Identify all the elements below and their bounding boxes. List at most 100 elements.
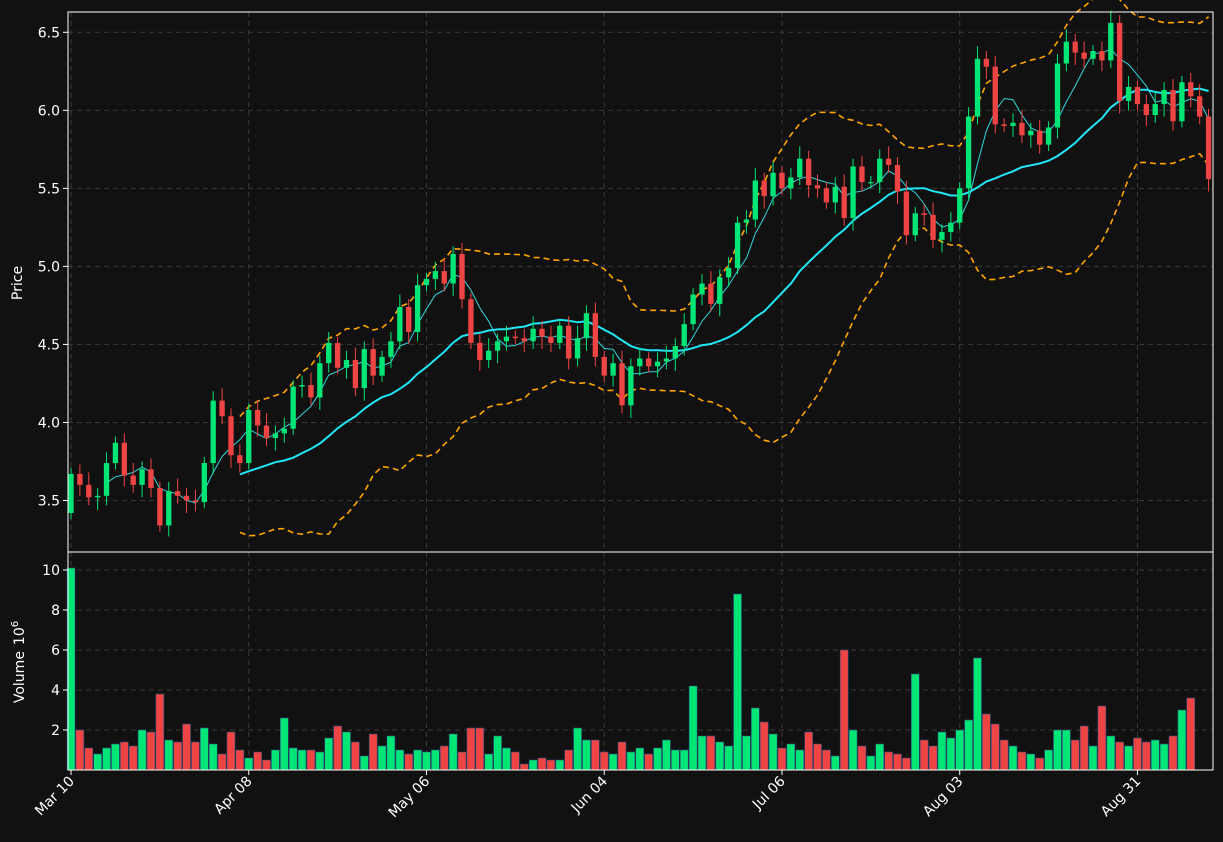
candle-body (948, 222, 954, 233)
candle-body (432, 271, 439, 279)
volume-bar (351, 741, 360, 771)
volume-bar (84, 747, 94, 771)
candle-body (246, 409, 252, 464)
candle-body (850, 166, 856, 219)
candle-body (272, 433, 279, 439)
candle-body (219, 400, 225, 417)
candle-body (121, 442, 127, 476)
candle-body (112, 442, 119, 464)
volume-bar (813, 743, 822, 771)
candle-body (201, 463, 207, 503)
volume-bar (955, 729, 965, 771)
volume-bar (404, 753, 414, 771)
candles (68, 10, 1212, 537)
volume-bar (724, 745, 733, 771)
volume-bar (226, 731, 236, 771)
volume-bar (706, 735, 716, 771)
candle-body (379, 356, 385, 376)
volume-bar (839, 649, 849, 771)
volume-bar (386, 735, 396, 771)
candle-body (343, 360, 350, 368)
volume-bar (786, 743, 796, 771)
candle-body (832, 186, 838, 203)
candle-body (1161, 90, 1167, 105)
volume-bar (937, 731, 947, 771)
candle-body (352, 360, 359, 389)
volume-bars (66, 567, 1196, 771)
price-tick-label: 4.0 (38, 415, 60, 431)
volume-bar (777, 747, 787, 771)
volume-bar (102, 747, 111, 771)
volume-bar (866, 755, 876, 771)
volume-bar (982, 713, 991, 771)
candle-body (406, 306, 412, 332)
candle-body (77, 473, 83, 485)
volume-bar (1115, 741, 1124, 771)
volume-bar (1017, 751, 1027, 771)
candle-body (859, 166, 865, 183)
candle-body (1072, 41, 1078, 53)
volume-bar (191, 741, 200, 771)
volume-bar (155, 693, 165, 771)
volume-bar (342, 731, 351, 771)
volume-bar (288, 747, 298, 771)
volume-bar (857, 745, 867, 771)
upper-band-line (239, 0, 1210, 418)
volume-bar (768, 733, 778, 771)
volume-bar (875, 743, 885, 771)
candle-body (788, 177, 794, 189)
volume-bar (599, 751, 609, 771)
price-tick-label: 6.0 (38, 103, 60, 119)
candle-body (1179, 82, 1185, 122)
candle-body (539, 328, 545, 337)
volume-bar (1168, 735, 1178, 771)
volume-bar (377, 745, 387, 771)
volume-bar (297, 749, 307, 771)
candle-body (823, 188, 830, 203)
volume-bar (919, 739, 929, 771)
volume-bar (848, 729, 858, 771)
candle-body (254, 409, 261, 426)
price-tick-label: 5.5 (38, 181, 60, 197)
candle-body (308, 385, 314, 398)
volume-bar (1124, 745, 1133, 771)
candle-body (672, 345, 678, 359)
volume-bar (608, 753, 618, 771)
volume-bar (715, 741, 725, 771)
candle-body (1054, 63, 1061, 128)
candle-body (1143, 104, 1150, 116)
volume-bar (1133, 737, 1142, 771)
volume-bar (1097, 705, 1107, 771)
candle-body (1019, 122, 1025, 136)
slow-ma-line (239, 87, 1209, 476)
candle-body (1197, 96, 1203, 117)
volume-bar (519, 763, 529, 771)
volume-bar (644, 753, 653, 771)
candle-body (459, 253, 465, 300)
candle-body (521, 338, 527, 342)
price-y-ticks: 3.5 4.0 4.5 5.0 5.5 6.0 6.5 (38, 25, 68, 509)
volume-bar (626, 751, 636, 771)
volume-bar (697, 735, 707, 771)
candle-body (645, 358, 652, 367)
price-tick-label: 3.5 (38, 493, 60, 509)
volume-bar (946, 737, 956, 771)
candle-body (708, 283, 714, 304)
candle-body (583, 313, 590, 339)
volume-bar (635, 747, 645, 771)
volume-bar (1008, 745, 1018, 771)
candle-body (1108, 22, 1114, 61)
volume-bar (1053, 729, 1062, 771)
volume-bar (173, 741, 182, 771)
volume-bar (653, 747, 662, 771)
volume-bar (208, 743, 218, 771)
volume-bar (1035, 757, 1044, 771)
volume-bar (751, 707, 760, 771)
candle-body (885, 158, 892, 165)
volume-bar (164, 739, 174, 771)
bollinger-bands (239, 0, 1210, 537)
candle-body (557, 325, 563, 343)
candle-body (654, 361, 661, 367)
volume-bar (999, 739, 1009, 771)
volume-bar (546, 759, 556, 771)
